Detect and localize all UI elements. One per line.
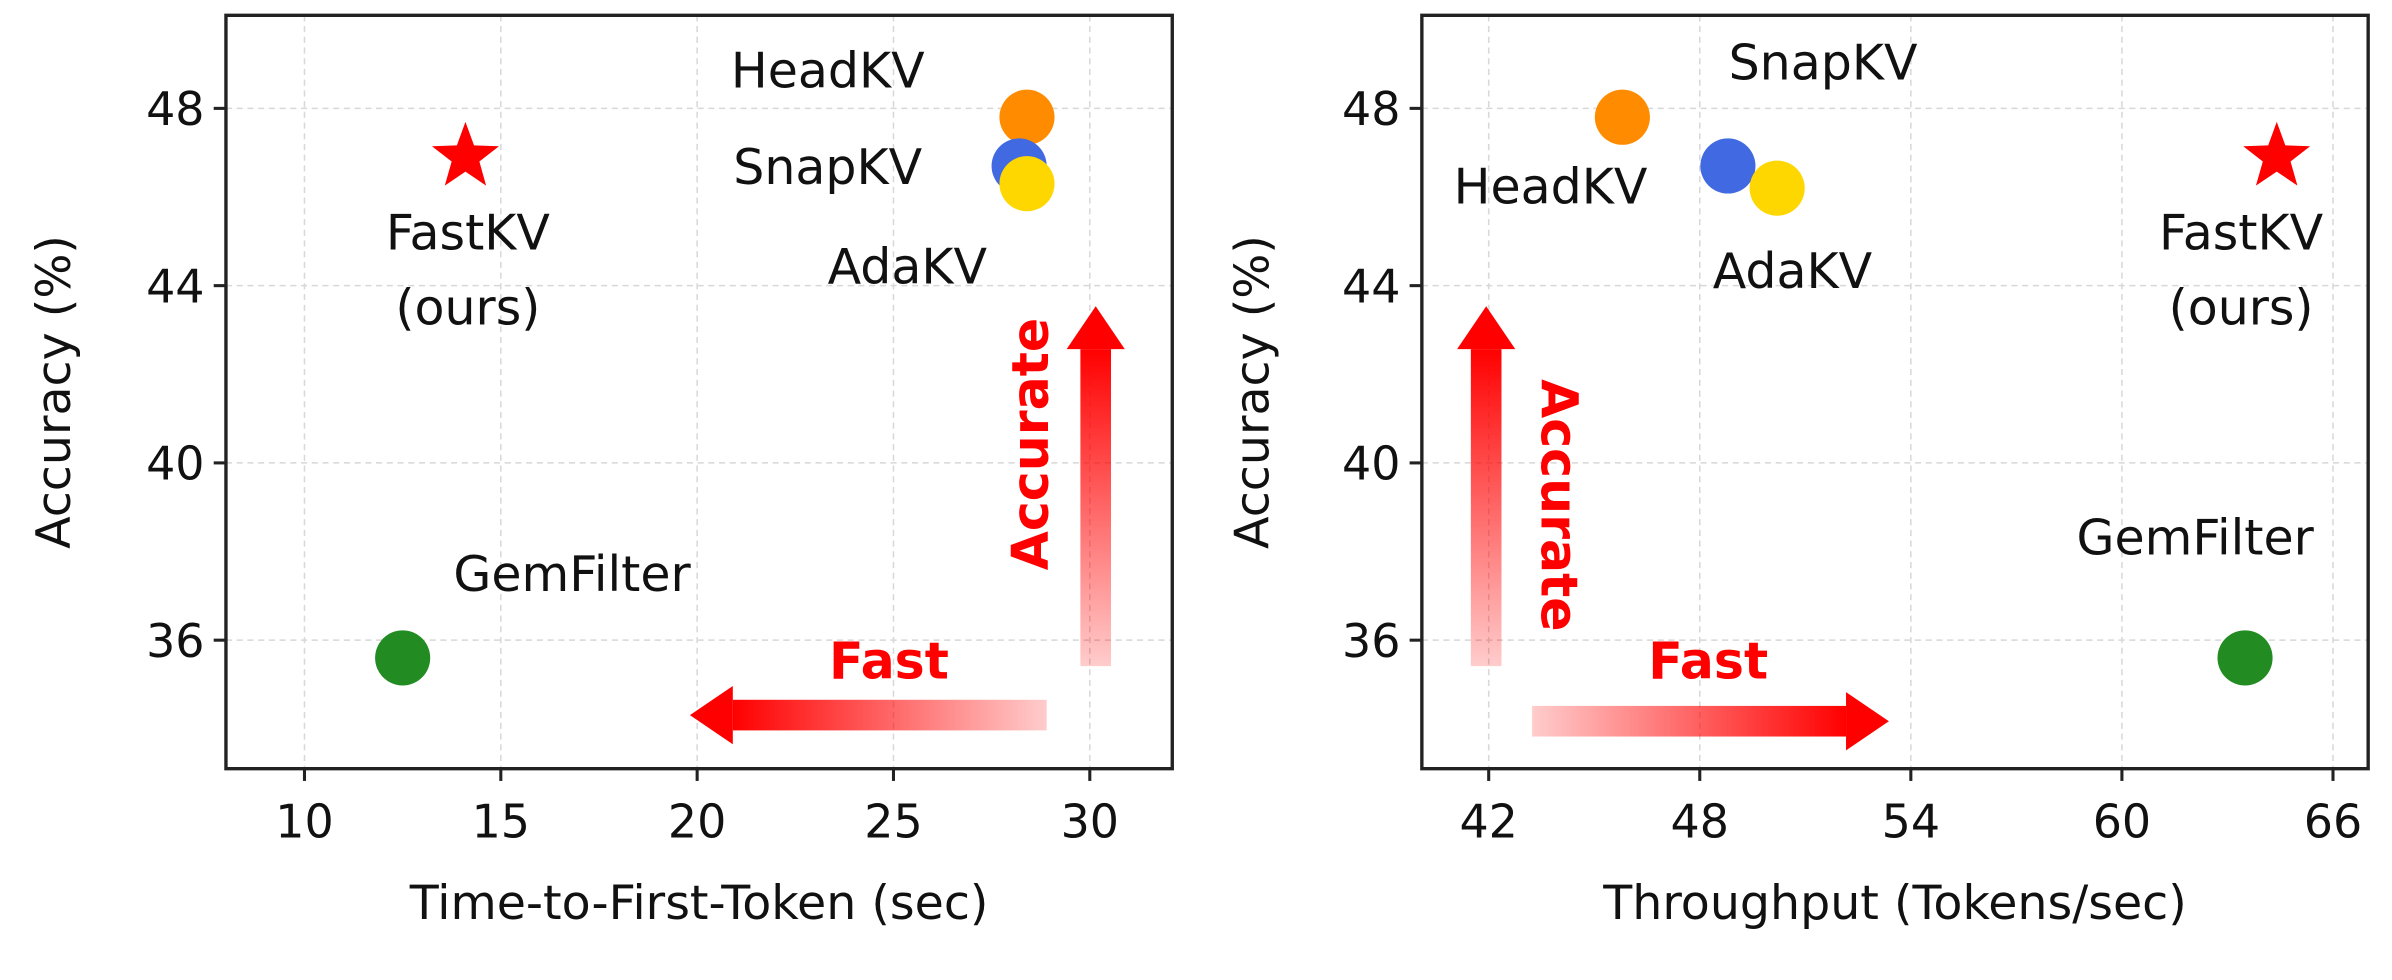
- plot-frame: [1420, 13, 2370, 771]
- y-axis-label: Accuracy (%): [27, 235, 82, 549]
- headkv-point: [999, 89, 1055, 145]
- fast-annotation: Fast: [829, 631, 949, 690]
- ttft-panel: 10 15 20 25 30 36 40 44 48 Fast Accurate HeadKV Snap…: [27, 13, 1174, 931]
- y-tick-label: 44: [1342, 259, 1400, 313]
- point-label: HeadKV: [1454, 159, 1648, 216]
- fastkv-point: [2243, 121, 2311, 186]
- x-tick-label: 42: [1459, 795, 1517, 849]
- point-label: GemFilter: [453, 546, 691, 603]
- x-tick-label: 30: [1061, 795, 1119, 849]
- throughput-panel: 42 48 54 60 66 36 40 44 48 Fast Accurate HeadKV Snap…: [1226, 13, 2370, 931]
- point-label: SnapKV: [1729, 35, 1918, 92]
- y-tick-label: 36: [1342, 614, 1400, 668]
- y-tick-label: 36: [146, 614, 204, 668]
- y-tick-label: 44: [146, 259, 204, 313]
- x-tick-label: 54: [1882, 795, 1940, 849]
- point-sublabel: (ours): [2169, 280, 2314, 337]
- accurate-annotation: Accurate: [1001, 318, 1060, 570]
- headkv-point: [1594, 89, 1650, 145]
- fastkv-point: [431, 121, 499, 186]
- y-tick-label: 40: [1342, 437, 1400, 491]
- x-tick-label: 25: [864, 795, 922, 849]
- adakv-point: [1749, 160, 1805, 216]
- point-label: AdaKV: [1713, 243, 1873, 300]
- accurate-arrow-shaft: [1470, 349, 1502, 667]
- y-tick-label: 48: [1342, 82, 1400, 136]
- point-label: HeadKV: [731, 42, 925, 99]
- point-label: FastKV: [386, 205, 551, 262]
- y-tick-label: 48: [146, 82, 204, 136]
- fast-arrow-head: [689, 686, 733, 745]
- x-tick-label: 60: [2093, 795, 2151, 849]
- accurate-arrow-head: [1457, 306, 1516, 350]
- point-sublabel: (ours): [395, 280, 540, 337]
- snapkv-point: [1700, 138, 1756, 194]
- x-tick-label: 20: [668, 795, 726, 849]
- y-tick-label: 40: [146, 437, 204, 491]
- accurate-arrow-head: [1066, 306, 1125, 350]
- fast-annotation: Fast: [1648, 631, 1768, 690]
- x-tick-label: 15: [472, 795, 530, 849]
- x-axis-label: Throughput (Tokens/sec): [1602, 876, 2186, 931]
- gemfilter-point: [2217, 630, 2273, 686]
- point-label: AdaKV: [828, 238, 988, 295]
- point-label: SnapKV: [733, 139, 922, 196]
- point-label: FastKV: [2159, 205, 2324, 262]
- accurate-arrow-shaft: [1080, 349, 1112, 667]
- plot-frame: [224, 13, 1174, 771]
- y-axis-label: Accuracy (%): [1226, 235, 1281, 549]
- point-label: GemFilter: [2077, 509, 2315, 566]
- x-axis-label: Time-to-First-Token (sec): [409, 876, 989, 931]
- fast-arrow-head: [1846, 692, 1889, 751]
- fast-arrow-shaft: [732, 699, 1047, 731]
- adakv-point: [999, 156, 1055, 212]
- gemfilter-point: [375, 630, 431, 686]
- accurate-annotation: Accurate: [1530, 379, 1589, 631]
- x-tick-label: 48: [1671, 795, 1729, 849]
- x-tick-label: 10: [275, 795, 333, 849]
- x-tick-label: 66: [2304, 795, 2362, 849]
- fast-arrow-shaft: [1532, 705, 1847, 737]
